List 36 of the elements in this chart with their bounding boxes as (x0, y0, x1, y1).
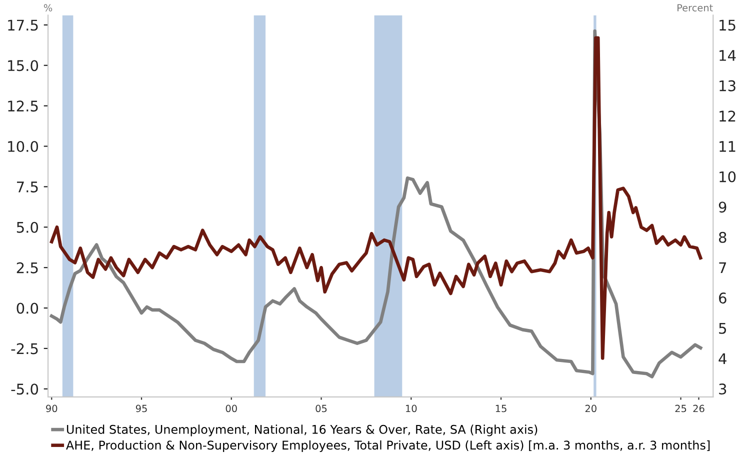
y2-tick-label: 8 (718, 232, 726, 243)
x-tick-label: 15 (496, 404, 506, 412)
y2-tick-label: 12 (720, 110, 736, 122)
y-tick-label: 17.5 (8, 20, 38, 31)
y-tick-label: 10.0 (8, 140, 38, 152)
y2-tick-label: 4 (718, 353, 726, 364)
x-tick-label: 10 (406, 404, 417, 412)
y-tick-label: 7.5 (17, 182, 38, 192)
y-tick-label: 0.0 (16, 302, 38, 314)
y2-tick-label: 3 (719, 384, 726, 395)
y-axis-title: % (44, 4, 52, 12)
x-tick-label: 00 (226, 404, 237, 412)
legend-label: AHE, Production & Non-Supervisory Employees, Total Private, USD (Left axis) [m.a. 3 months, a.r. 3 months] (66, 440, 710, 452)
y2-tick-label: 11 (720, 141, 736, 152)
y-tick-label: 15.0 (8, 60, 38, 72)
x-tick-label: 05 (316, 404, 327, 412)
y-tick-label: 5.0 (16, 222, 38, 233)
y2-axis-title: Percent (678, 4, 713, 12)
y-tick-label: -5.0 (11, 384, 38, 395)
x-tick-label: 90 (46, 404, 58, 412)
y2-tick-label: 5 (719, 323, 726, 334)
y2-tick-label: 6 (719, 292, 726, 304)
y-tick-label: 2.5 (16, 262, 38, 274)
y2-tick-label: 15 (720, 20, 736, 31)
y2-tick-label: 13 (720, 80, 736, 92)
y2-tick-label: 7 (719, 262, 726, 274)
x-tick-label: 26 (693, 404, 704, 412)
x-tick-label: 95 (136, 404, 147, 412)
legend-label: United States, Unemployment, National, 16 Years & Over, Rate, SA (Right axis) (66, 424, 538, 436)
y2-tick-label: 9 (718, 202, 726, 213)
x-tick-label: 25 (675, 404, 686, 412)
y2-tick-label: 10 (720, 171, 736, 182)
y-tick-label: 12.5 (8, 100, 38, 112)
y2-tick-label: 14 (720, 50, 736, 61)
y-tick-label: -2.5 (11, 343, 38, 354)
x-tick-label: 20 (585, 404, 596, 412)
